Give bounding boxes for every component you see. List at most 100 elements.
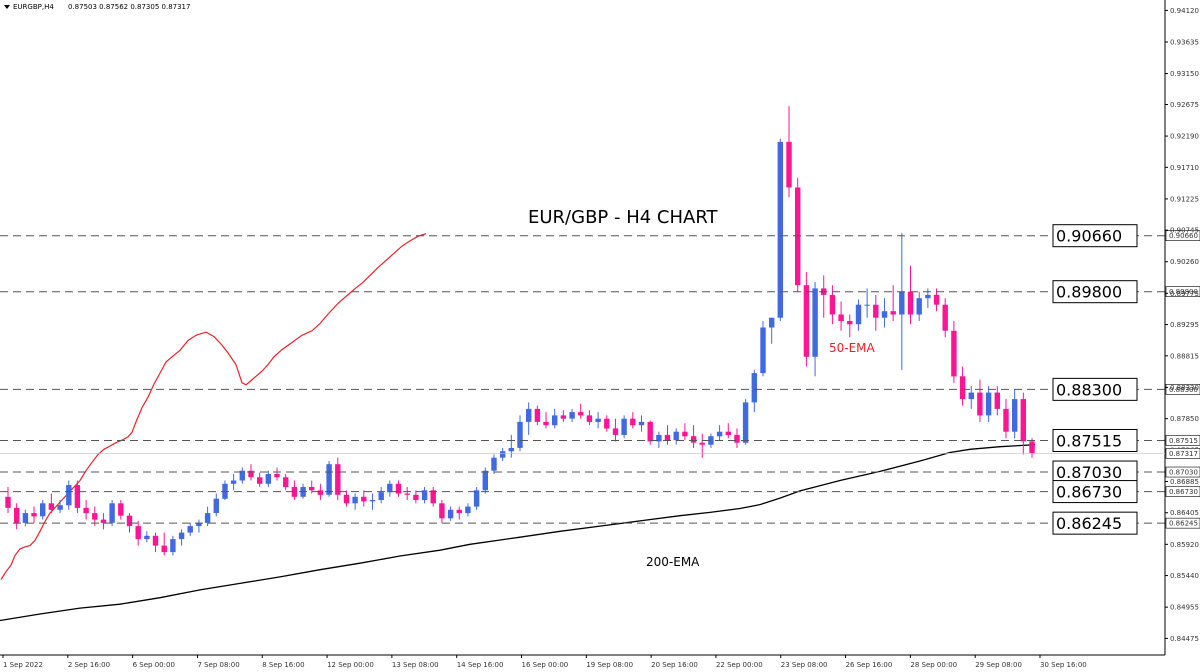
x-tick-label: 8 Sep 16:00	[262, 661, 304, 669]
level-label-box	[1052, 280, 1138, 304]
bull-candle	[777, 141, 783, 318]
bull-candle	[916, 298, 922, 315]
current-price-label: 0.87317	[1169, 450, 1198, 458]
bear-candle	[14, 507, 20, 523]
bear-candle	[647, 421, 653, 442]
bear-candle	[135, 526, 141, 540]
bear-candle	[92, 513, 98, 520]
x-tick-label: 20 Sep 16:00	[651, 661, 698, 669]
bear-candle	[309, 487, 315, 491]
symbol-dropdown-icon[interactable]	[4, 5, 10, 9]
bull-candle	[708, 436, 714, 445]
level-axis-badge	[1165, 286, 1200, 297]
y-tick-label: 0.94120	[1170, 7, 1199, 15]
y-tick-label: 0.85920	[1170, 541, 1199, 549]
bear-candle	[413, 494, 419, 500]
x-tick-label: 7 Sep 08:00	[197, 661, 239, 669]
bull-candle	[239, 470, 245, 481]
bear-candle	[907, 291, 914, 315]
level-axis-label: 0.88300	[1169, 386, 1198, 394]
level-label-box	[1052, 511, 1138, 535]
level-axis-badge	[1165, 230, 1200, 241]
bear-candle	[317, 490, 324, 495]
level-axis-label: 0.86245	[1169, 520, 1198, 528]
bear-candle	[118, 503, 124, 516]
bear-candle	[274, 474, 280, 478]
bull-candle	[178, 532, 185, 540]
bear-candle	[152, 535, 159, 546]
bear-candle	[847, 321, 853, 325]
bear-candle	[959, 376, 966, 400]
bear-candle	[977, 392, 983, 416]
current-price-badge	[1165, 448, 1200, 459]
bear-candle	[456, 509, 462, 514]
bull-candle	[716, 431, 723, 437]
bull-candle	[230, 480, 237, 484]
y-tick-label: 0.87850	[1170, 415, 1199, 423]
bear-candle	[630, 418, 636, 426]
level-label: 0.89800	[1056, 283, 1122, 302]
bear-candle	[560, 415, 567, 419]
level-label: 0.88300	[1056, 380, 1122, 399]
ema200-line	[0, 444, 1036, 622]
bull-candle	[881, 311, 888, 318]
bear-candle	[690, 436, 697, 443]
bull-candle	[170, 539, 176, 553]
x-tick-label: 26 Sep 16:00	[846, 661, 893, 669]
level-axis-label: 0.87030	[1169, 469, 1198, 477]
bull-candle	[326, 464, 332, 495]
bear-candle	[699, 442, 705, 445]
y-tick-label: 0.84475	[1170, 635, 1199, 643]
bull-candle	[673, 431, 679, 441]
bear-candle	[586, 415, 593, 422]
x-tick-label: 28 Sep 00:00	[910, 661, 957, 669]
bear-candle	[795, 187, 801, 286]
x-tick-label: 1 Sep 2022	[3, 661, 43, 669]
bull-candle	[196, 522, 202, 527]
bear-candle	[395, 483, 402, 494]
bull-candle	[595, 418, 601, 422]
chart-title: EUR/GBP - H4 CHART	[528, 207, 719, 228]
bull-candle	[144, 535, 150, 540]
bull-candle	[473, 490, 480, 507]
level-axis-badge	[1165, 384, 1200, 395]
level-axis-label: 0.90660	[1169, 232, 1198, 240]
bear-candle	[951, 330, 957, 377]
level-axis-badge	[1165, 486, 1200, 497]
y-tick-label: 0.86405	[1170, 509, 1199, 517]
y-tick-label: 0.88815	[1170, 352, 1199, 360]
bull-candle	[621, 418, 627, 435]
level-label-box	[1052, 377, 1138, 401]
bear-candle	[1003, 408, 1009, 432]
bull-candle	[656, 434, 662, 442]
bull-candle	[769, 317, 775, 328]
bull-candle	[447, 509, 454, 519]
bull-candle	[812, 288, 818, 357]
bear-candle	[31, 513, 37, 517]
bear-candle	[803, 285, 810, 357]
bear-candle	[283, 477, 289, 488]
x-tick-label: 22 Sep 00:00	[716, 661, 763, 669]
x-tick-label: 29 Sep 08:00	[975, 661, 1022, 669]
x-tick-label: 13 Sep 08:00	[392, 661, 439, 669]
y-tick-label: 0.91225	[1170, 195, 1199, 203]
bull-candle	[760, 327, 766, 374]
bull-candle	[864, 304, 870, 306]
bull-candle	[500, 451, 506, 458]
x-tick-label: 23 Sep 08:00	[781, 661, 828, 669]
bull-candle	[508, 448, 514, 452]
bull-candle	[482, 470, 488, 491]
bull-candle	[213, 498, 219, 513]
bear-candle	[248, 470, 254, 478]
bull-candle	[968, 392, 974, 400]
bear-candle	[578, 412, 584, 416]
level-axis-label: 0.87515	[1169, 437, 1198, 445]
bear-candle	[161, 545, 167, 553]
bear-candle	[361, 496, 367, 502]
bear-candle	[48, 503, 55, 510]
ema50-line	[0, 233, 427, 580]
x-tick-label: 14 Sep 16:00	[457, 661, 504, 669]
x-tick-label: 6 Sep 00:00	[133, 661, 175, 669]
bear-candle	[612, 428, 619, 435]
